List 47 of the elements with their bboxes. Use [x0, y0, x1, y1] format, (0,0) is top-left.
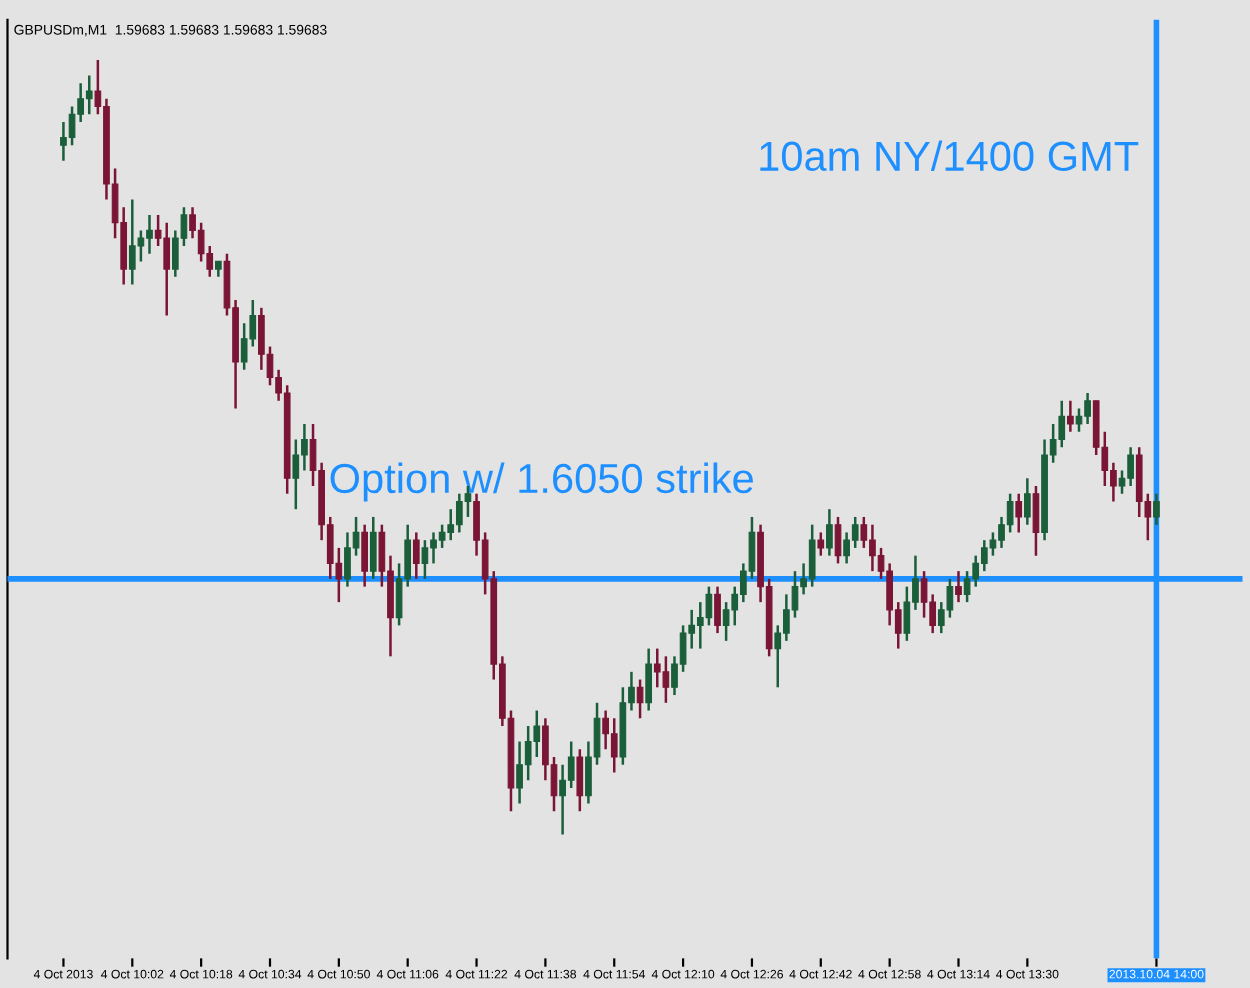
- candlestick: [808, 523, 816, 588]
- candlestick: [292, 438, 300, 511]
- candlestick: [1135, 445, 1143, 519]
- candlestick: [955, 569, 962, 604]
- ref-line-label: Option w/ 1.6050 strike: [330, 462, 753, 502]
- candlestick: [412, 531, 420, 581]
- candlestick: [636, 678, 644, 720]
- candlestick: [163, 221, 171, 317]
- ref-line-label: 10am NY/1400 GMT: [760, 140, 1139, 172]
- candlestick: [1127, 445, 1134, 488]
- candlestick: [1084, 391, 1091, 426]
- candlestick: [653, 647, 661, 689]
- candlestick: [128, 198, 136, 286]
- candlestick: [533, 709, 541, 759]
- candlestick: [85, 74, 93, 116]
- candlestick: [455, 492, 463, 534]
- candlestick: [980, 538, 988, 573]
- candlestick: [645, 647, 653, 712]
- candlestick: [567, 740, 575, 790]
- candlestick: [524, 724, 532, 782]
- candlestick: [576, 748, 584, 813]
- candlestick: [1067, 399, 1074, 433]
- candlestick: [60, 120, 67, 162]
- candlestick: [1032, 484, 1040, 557]
- candlestick: [240, 322, 248, 372]
- candlestick: [714, 585, 721, 635]
- candlestick: [361, 523, 369, 588]
- candlestick: [258, 306, 265, 372]
- candlestick: [972, 554, 980, 588]
- candlestick: [421, 538, 429, 581]
- candlestick: [696, 600, 704, 650]
- candlestick: [662, 655, 670, 705]
- candlestick: [447, 507, 455, 542]
- candlestick: [826, 507, 833, 557]
- candlestick: [817, 531, 825, 557]
- candlestick: [369, 515, 377, 581]
- candlestick: [834, 515, 842, 565]
- candlestick: [903, 585, 911, 643]
- candlestick: [1006, 492, 1014, 534]
- candlestick: [860, 515, 868, 550]
- candlestick: [610, 717, 618, 774]
- candlestick: [1058, 399, 1066, 449]
- candlestick: [1023, 476, 1031, 526]
- candlestick: [1075, 407, 1083, 433]
- candlestick: [1015, 492, 1023, 534]
- candlestick: [1153, 492, 1160, 526]
- candlestick: [851, 515, 859, 550]
